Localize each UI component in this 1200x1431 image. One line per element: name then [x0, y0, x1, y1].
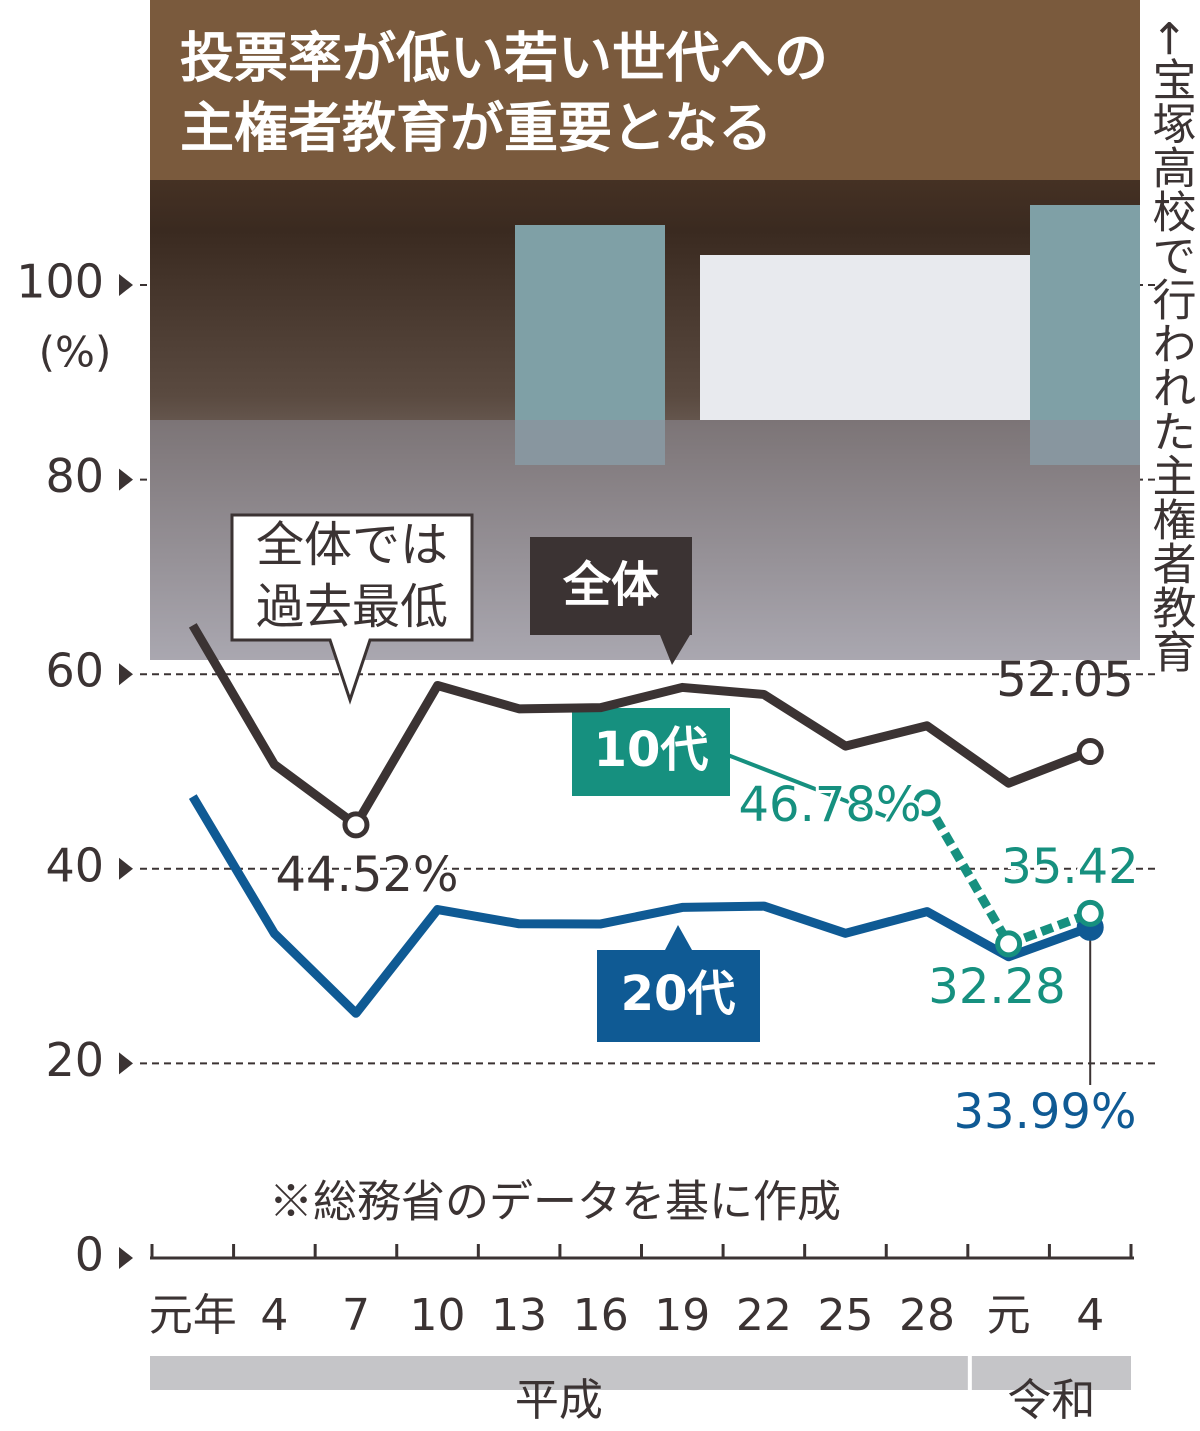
point-marker [995, 930, 1023, 958]
tick-arrow [119, 274, 133, 296]
photo-caption: ←宝塚高校で行われた主権者教育 [1145, 20, 1196, 673]
y-tick-label: 60 [45, 644, 104, 698]
value-label: 32.28 [928, 959, 1065, 1015]
callout-box [597, 925, 760, 1042]
x-tick-label: 元年 [149, 1290, 237, 1341]
series-label: 20代 [621, 966, 736, 1022]
y-tick-label: 40 [45, 838, 104, 892]
x-tick-label: 25 [817, 1290, 873, 1341]
point-marker [1076, 738, 1104, 766]
callout-box [572, 708, 730, 796]
note: ※総務省のデータを基に作成 [269, 1177, 841, 1228]
tick-arrow [119, 1052, 133, 1075]
point-marker [913, 789, 941, 817]
x-tick-label: 7 [342, 1290, 370, 1341]
value-label: 52.05 [996, 652, 1133, 708]
series-label: 全体 [562, 557, 659, 613]
group-label: 平成 [515, 1375, 603, 1426]
photo-screen [700, 255, 1030, 420]
value-label: 46.78% [738, 777, 921, 833]
annotation-box [230, 513, 474, 705]
value-label: 35.42 [1001, 839, 1138, 895]
x-tick-label: 元 [987, 1290, 1031, 1341]
x-tick-label: 16 [573, 1290, 629, 1341]
group-band [150, 1356, 968, 1390]
x-tick-label: 4 [260, 1290, 288, 1341]
tick-arrow [119, 857, 133, 880]
group-band [971, 1356, 1131, 1390]
series-label: 10代 [594, 722, 709, 778]
x-tick-label: 13 [491, 1290, 547, 1341]
annotation: 全体では過去最低 [256, 517, 448, 635]
y-tick-label: 80 [45, 449, 104, 503]
x-tick-label: 22 [736, 1290, 792, 1341]
value-label: 44.52% [275, 847, 458, 903]
x-tick-label: 28 [899, 1290, 955, 1341]
tick-arrow [119, 663, 133, 686]
value-label: 33.99% [953, 1084, 1136, 1140]
series-line [188, 623, 1092, 830]
y-tick-label: 0 [75, 1228, 104, 1282]
tick-arrow [119, 1247, 133, 1269]
point-marker [342, 811, 370, 839]
callout-leader [719, 750, 891, 820]
series-line [188, 794, 1092, 1018]
title-band [150, 0, 1140, 180]
group-label: 令和 [1007, 1375, 1095, 1426]
title-line: 主権者教育が重要となる [180, 97, 772, 160]
x-tick-label: 10 [410, 1290, 466, 1341]
callout-box [530, 537, 692, 665]
y-tick-label: 20 [45, 1033, 104, 1087]
x-tick-label: 19 [654, 1290, 710, 1341]
y-tick-label: 100 [16, 255, 104, 309]
title-line: 投票率が低い若い世代への [180, 27, 828, 90]
y-axis-label: (%) [39, 328, 112, 377]
tick-arrow [119, 468, 133, 491]
point-marker [1076, 899, 1104, 927]
x-tick-label: 4 [1076, 1290, 1104, 1341]
